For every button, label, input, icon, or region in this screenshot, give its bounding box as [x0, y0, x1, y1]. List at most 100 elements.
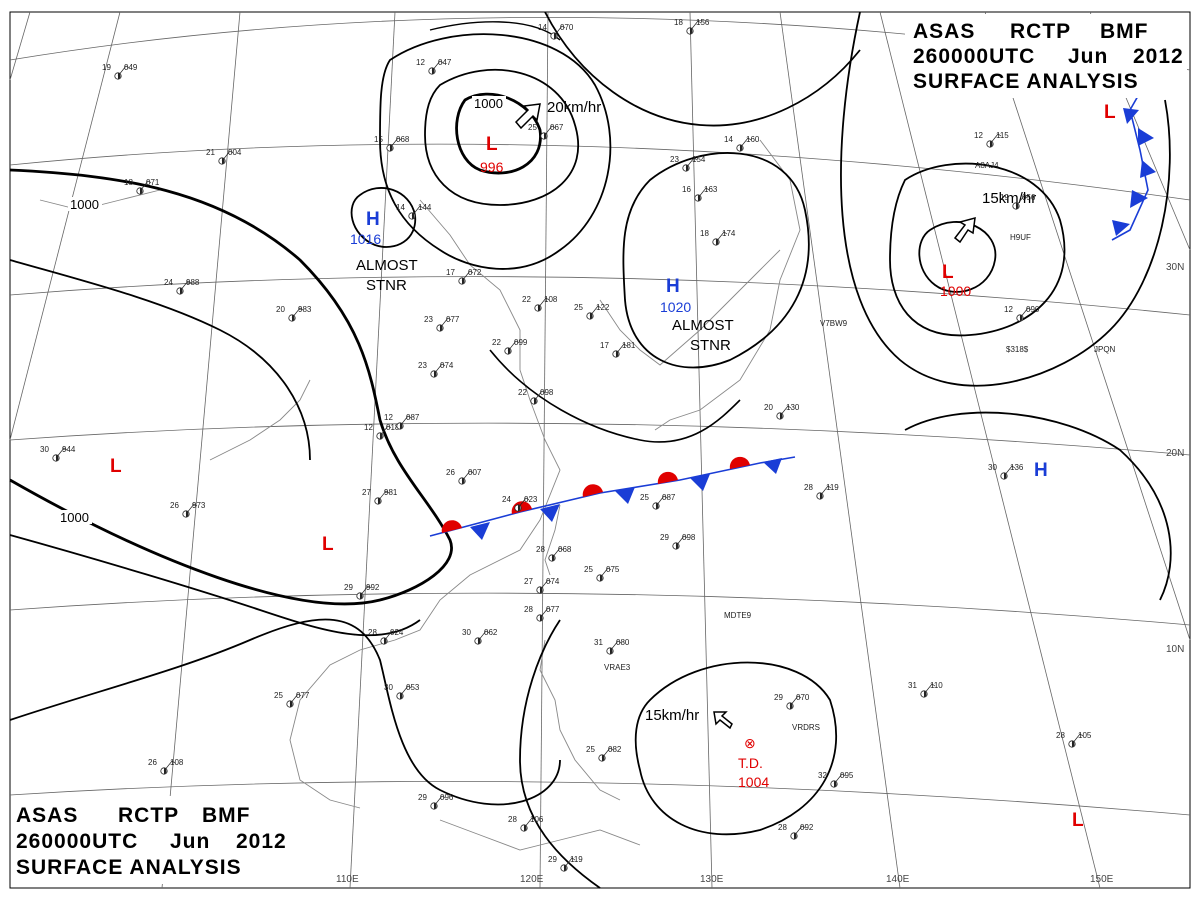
- station-pressure: 119: [570, 855, 583, 864]
- station-cloud-cover: [1004, 473, 1007, 480]
- station-temp: 29: [548, 855, 557, 864]
- almost-label: ALMOST: [356, 257, 418, 274]
- isobar-high-1020: [622, 152, 810, 369]
- station-pressure: 075: [606, 565, 620, 574]
- station-id: H9UF: [1010, 233, 1031, 242]
- station-temp: 12: [974, 131, 983, 140]
- station-wind-barb: [739, 137, 752, 149]
- meridian-150e: [879, 11, 1101, 889]
- station-wind-barb: [675, 535, 688, 547]
- station-wind-barb: [359, 585, 372, 597]
- lat-label: 10N: [1166, 644, 1184, 655]
- station-cloud-cover: [290, 701, 293, 708]
- isobar-label: 1000: [60, 510, 89, 525]
- borneo-coast: [439, 819, 641, 851]
- station-cloud-cover: [140, 188, 143, 195]
- station-pressure: 023: [524, 495, 538, 504]
- station-cloud-cover: [164, 768, 167, 775]
- station-pressure: 973: [192, 501, 206, 510]
- header-agency: ASAS: [913, 20, 975, 43]
- station-temp: 21: [206, 148, 215, 157]
- inland-border: [209, 379, 311, 461]
- lat-label: 30N: [1166, 262, 1184, 273]
- td-value: 1004: [738, 774, 769, 790]
- station-temp: 20: [764, 403, 773, 412]
- station-temp: 27: [524, 577, 533, 586]
- station-pressure: 983: [298, 305, 312, 314]
- isobar-north-1012: [429, 21, 561, 41]
- station-wind-barb: [1015, 195, 1028, 207]
- station-pressure: 944: [62, 445, 76, 454]
- station-wind-barb: [517, 497, 530, 509]
- station-wind-barb: [697, 187, 710, 199]
- station-cloud-cover: [690, 28, 693, 35]
- station-cloud-cover: [384, 638, 387, 645]
- station-wind-barb: [117, 65, 130, 77]
- station-pressure: 082: [608, 745, 622, 754]
- station-pressure: 018: [386, 423, 400, 432]
- station-temp: 25: [584, 565, 593, 574]
- station-pressure: 056: [1022, 193, 1036, 202]
- station-cloud-cover: [538, 305, 541, 312]
- station-cloud-cover: [544, 133, 547, 140]
- station-temp: 30: [40, 445, 49, 454]
- meridian-110e: [349, 11, 396, 889]
- station-wind-barb: [793, 825, 806, 837]
- station-cloud-cover: [434, 371, 437, 378]
- station-wind-barb: [833, 773, 846, 785]
- lon-label: 130E: [700, 874, 724, 885]
- isobar-pacific-north: [840, 11, 1171, 387]
- station-cloud-cover: [1020, 315, 1023, 322]
- isobar-front-ridge: [489, 349, 741, 443]
- station-pressure: 098: [540, 388, 554, 397]
- station-wind-barb: [589, 305, 602, 317]
- station-wind-barb: [523, 817, 536, 829]
- isobar-label-bg: [472, 96, 506, 110]
- header-month: Jun: [170, 830, 210, 853]
- parallel-0: [9, 781, 1191, 816]
- station-temp: 19: [102, 63, 111, 72]
- warm-front-semicircle: [729, 456, 750, 469]
- japan-coast: [654, 139, 801, 431]
- meridian-90e: [9, 11, 121, 441]
- station-pressure: 108: [544, 295, 558, 304]
- isobar-label: 1000: [474, 96, 503, 111]
- stnr-label: STNR: [690, 337, 731, 354]
- station-cloud-cover: [590, 313, 593, 320]
- station-temp: 30: [988, 463, 997, 472]
- motion-speed-low-pacific: 15km/hr: [982, 190, 1036, 207]
- station-temp: 12: [384, 413, 393, 422]
- coastlines: [39, 139, 801, 851]
- meridian-160e: [984, 11, 1191, 641]
- station-pressure: 068: [396, 135, 410, 144]
- isobar-high-1016: [350, 187, 416, 248]
- header-month: Jun: [1068, 45, 1108, 68]
- station-wind-barb: [439, 317, 452, 329]
- station-wind-barb: [689, 20, 702, 32]
- station-temp: 28: [778, 823, 787, 832]
- warm-front-semicircle: [441, 520, 462, 533]
- isobars: [9, 11, 1172, 889]
- station-id: VRAE3: [604, 663, 631, 672]
- station-cloud-cover: [610, 648, 613, 655]
- station-pressure: 144: [418, 203, 432, 212]
- station-temp: 29: [418, 793, 427, 802]
- station-pressure: 070: [796, 693, 810, 702]
- station-wind-barb: [685, 157, 698, 169]
- station-pressure: 077: [546, 605, 560, 614]
- station-cloud-cover: [462, 278, 465, 285]
- station-temp: 23: [418, 361, 427, 370]
- station-pressure: 068: [558, 545, 572, 554]
- station-cloud-cover: [1072, 741, 1075, 748]
- station-pressure: 077: [446, 315, 460, 324]
- low-value: 996: [480, 159, 504, 175]
- station-temp: 19: [1000, 193, 1009, 202]
- header-year: 2012: [236, 830, 287, 853]
- station-wind-barb: [563, 857, 576, 869]
- station-pressure: 004: [228, 148, 242, 157]
- isobar-pacific-high: [904, 411, 1172, 601]
- station-temp: 18: [700, 229, 709, 238]
- station-pressure: 007: [468, 468, 482, 477]
- warm-front-semicircle: [657, 471, 678, 484]
- isobar-west-upper: [9, 259, 311, 461]
